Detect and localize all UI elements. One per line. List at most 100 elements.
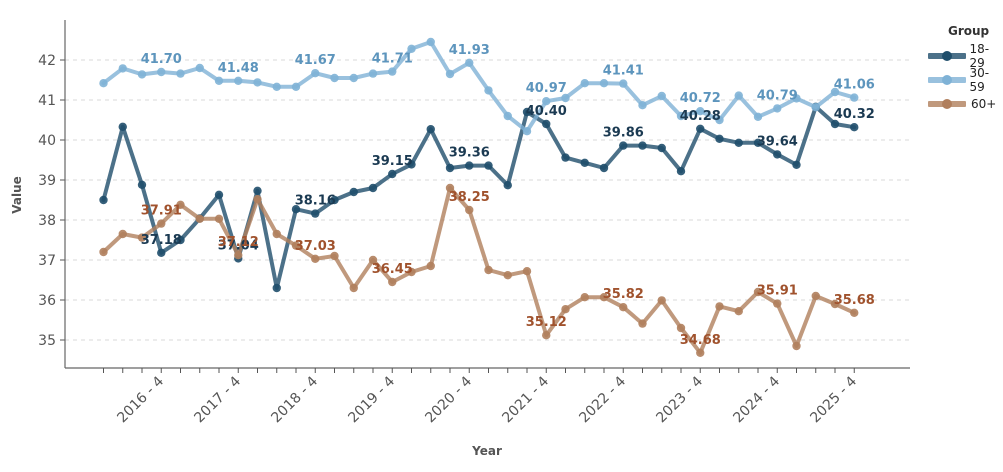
data-point-30-59 bbox=[137, 70, 147, 79]
data-point-30-59 bbox=[715, 115, 724, 125]
series-layer bbox=[99, 37, 859, 357]
data-point-60-plus bbox=[850, 308, 859, 317]
data-point-30-59 bbox=[657, 91, 666, 101]
data-point-30-59 bbox=[465, 58, 474, 67]
data-label-18-29: 38.16 bbox=[295, 194, 336, 209]
data-point-18-29 bbox=[253, 186, 262, 195]
x-axis-title: Year bbox=[471, 444, 502, 458]
data-point-18-29 bbox=[311, 209, 320, 218]
data-label-60-plus: 37.91 bbox=[141, 204, 182, 219]
data-point-18-29 bbox=[773, 150, 782, 159]
data-point-30-59 bbox=[811, 103, 820, 112]
data-point-18-29 bbox=[272, 283, 281, 293]
y-tick-label-39: 39 bbox=[38, 173, 56, 189]
data-label-60-plus: 37.03 bbox=[295, 239, 336, 254]
series-line-60-plus bbox=[101, 186, 857, 355]
data-point-30-59 bbox=[388, 67, 397, 76]
data-point-30-59 bbox=[522, 127, 532, 136]
data-point-18-29 bbox=[349, 187, 358, 197]
data-point-30-59 bbox=[330, 73, 339, 83]
data-point-60-plus bbox=[311, 254, 320, 263]
data-point-30-59 bbox=[426, 37, 435, 47]
x-tick-label: 2022 - 4 bbox=[576, 373, 629, 426]
data-label-18-29: 40.28 bbox=[680, 109, 721, 124]
data-label-30-59: 41.67 bbox=[295, 53, 336, 68]
data-label-30-59: 41.71 bbox=[372, 52, 413, 67]
data-point-60-plus bbox=[368, 255, 378, 265]
data-point-30-59 bbox=[234, 76, 243, 86]
data-point-30-59 bbox=[157, 67, 166, 77]
data-label-60-plus: 35.91 bbox=[757, 284, 798, 299]
data-point-60-plus bbox=[195, 214, 204, 223]
data-point-30-59 bbox=[734, 91, 743, 100]
data-point-60-plus bbox=[465, 205, 474, 215]
data-label-18-29: 37.18 bbox=[141, 233, 182, 248]
data-label-60-plus: 34.68 bbox=[680, 333, 721, 348]
data-point-18-29 bbox=[407, 160, 416, 169]
data-point-30-59 bbox=[176, 69, 185, 78]
y-tick-label-38: 38 bbox=[38, 213, 56, 229]
data-point-60-plus bbox=[388, 277, 397, 287]
data-point-18-29 bbox=[561, 153, 570, 162]
data-label-60-plus: 37.12 bbox=[218, 235, 259, 250]
legend-label-30-59: 30-59 bbox=[969, 66, 990, 94]
data-point-30-59 bbox=[368, 69, 378, 78]
data-point-18-29 bbox=[503, 181, 512, 190]
data-point-30-59 bbox=[503, 111, 512, 121]
data-point-30-59 bbox=[792, 94, 801, 103]
x-tick-label: 2021 - 4 bbox=[499, 373, 552, 426]
data-point-18-29 bbox=[330, 195, 339, 205]
legend-item-30-59: 30-59 bbox=[928, 66, 1003, 94]
x-tick-label: 2024 - 4 bbox=[730, 373, 783, 426]
data-point-60-plus bbox=[542, 331, 551, 340]
data-point-18-29 bbox=[465, 161, 474, 170]
data-point-30-59 bbox=[561, 93, 570, 103]
legend: Group 18-29 30-59 60+ bbox=[928, 24, 1003, 116]
data-point-18-29 bbox=[214, 190, 224, 199]
data-point-30-59 bbox=[445, 69, 455, 79]
data-point-18-29 bbox=[850, 123, 859, 132]
legend-swatch-30-59 bbox=[928, 75, 966, 85]
data-point-18-29 bbox=[657, 143, 666, 153]
y-tick-label-36: 36 bbox=[38, 293, 56, 309]
data-point-18-29 bbox=[734, 138, 743, 147]
x-tick-label: 2016 - 4 bbox=[114, 373, 167, 426]
data-point-18-29 bbox=[542, 119, 551, 129]
data-point-60-plus bbox=[407, 267, 416, 277]
data-point-60-plus bbox=[118, 229, 127, 239]
legend-label-60-plus: 60+ bbox=[971, 97, 997, 111]
legend-swatch-18-29 bbox=[928, 51, 966, 61]
data-point-60-plus bbox=[234, 251, 243, 260]
legend-label-18-29: 18-29 bbox=[969, 42, 990, 70]
data-point-30-59 bbox=[542, 97, 551, 106]
data-label-30-59: 41.41 bbox=[603, 64, 644, 79]
data-point-60-plus bbox=[349, 283, 358, 293]
y-tick-label-42: 42 bbox=[38, 53, 56, 69]
data-point-18-29 bbox=[291, 205, 301, 214]
data-label-30-59: 40.72 bbox=[680, 91, 721, 106]
data-point-18-29 bbox=[599, 163, 609, 173]
data-point-60-plus bbox=[792, 341, 801, 351]
data-point-60-plus bbox=[715, 302, 724, 311]
data-point-18-29 bbox=[638, 141, 647, 150]
data-label-60-plus: 38.25 bbox=[449, 190, 490, 205]
x-tick-label: 2019 - 4 bbox=[345, 373, 398, 426]
data-point-18-29 bbox=[137, 180, 147, 189]
data-point-18-29 bbox=[99, 195, 108, 205]
data-point-18-29 bbox=[792, 160, 801, 169]
y-tick-label-37: 37 bbox=[38, 253, 56, 269]
data-point-18-29 bbox=[830, 119, 840, 129]
data-point-18-29 bbox=[157, 248, 166, 257]
series-line-30-59 bbox=[101, 40, 857, 134]
data-point-18-29 bbox=[696, 124, 705, 133]
data-point-60-plus bbox=[426, 261, 435, 271]
data-point-30-59 bbox=[407, 44, 416, 53]
data-point-30-59 bbox=[830, 87, 840, 97]
data-point-60-plus bbox=[657, 296, 666, 305]
data-label-30-59: 40.97 bbox=[526, 81, 567, 96]
data-point-18-29 bbox=[619, 141, 628, 150]
data-point-18-29 bbox=[118, 122, 127, 131]
data-point-30-59 bbox=[850, 93, 859, 102]
data-label-60-plus: 36.45 bbox=[372, 262, 413, 277]
